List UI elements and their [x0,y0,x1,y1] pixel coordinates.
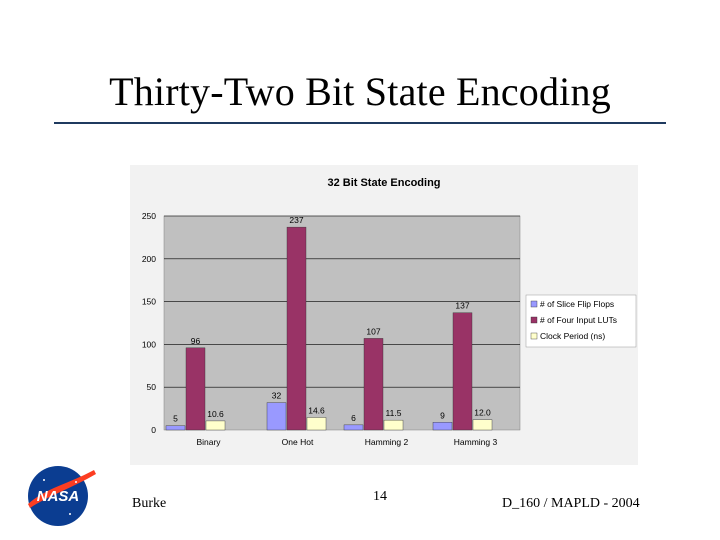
bar-value-label: 6 [351,413,356,423]
bar-luts [363,338,384,431]
legend-swatch-luts [530,316,538,324]
x-tick-label: Hamming 2 [365,437,409,447]
footer-author: Burke [132,496,167,511]
bar-clock [205,420,226,431]
bar-flip-flops [432,422,453,431]
bar-clock [383,419,404,431]
footer-reference: D_160 / MAPLD - 2004 [502,496,640,511]
legend-label-clock: Clock Period (ns) [540,331,605,341]
y-axis-ticks: 0 50 100 150 200 250 [142,211,156,435]
bar-value-label: 107 [366,326,380,336]
bar-value-label: 14.6 [308,406,325,416]
x-tick-label: Hamming 3 [454,437,498,447]
bar-value-label: 137 [455,301,469,311]
page-number: 14 [373,489,387,504]
slide-title: Thirty-Two Bit State Encoding [109,69,611,114]
legend-box [525,294,637,348]
chart-title: 32 Bit State Encoding [327,177,440,189]
legend-swatch-flip-flops [530,300,538,308]
bar-flip-flops [165,425,186,431]
bar-value-label: 96 [191,336,201,346]
bar-flip-flops [266,402,287,431]
bar-value-label: 9 [440,410,445,420]
bar-value-label: 32 [272,391,282,401]
bars [165,226,493,431]
x-tick-label: One Hot [282,437,314,447]
title-divider [54,122,666,124]
legend-swatch-clock [530,332,538,340]
bar-value-label: 10.6 [207,409,224,419]
x-tick-label: Binary [196,437,221,447]
bar-value-label: 5 [173,414,178,424]
bar-luts [185,347,206,431]
y-tick-label: 50 [147,382,157,392]
bar-clock [306,417,327,431]
y-tick-label: 200 [142,254,156,264]
y-tick-label: 100 [142,339,156,349]
bar-luts [286,226,307,431]
bar-value-label: 12.0 [474,408,491,418]
bar-chart: 32 Bit State Encoding 0 50 100 150 200 250 5 9… [130,165,638,465]
y-tick-label: 250 [142,211,156,221]
legend-label-flip-flops: # of Slice Flip Flops [540,299,614,309]
bar-clock [472,419,493,431]
nasa-logo-text: NASA [37,488,80,505]
bar-value-labels: 5 96 10.6 32 237 14.6 6 107 11.5 9 137 12.0 [173,215,491,424]
bar-value-label: 237 [289,215,303,225]
nasa-logo: NASA [22,458,98,539]
bar-value-label: 11.5 [386,408,402,418]
y-tick-label: 0 [151,425,156,435]
y-tick-label: 150 [142,297,156,307]
x-axis-ticks: Binary One Hot Hamming 2 Hamming 3 [196,437,497,447]
bar-luts [452,312,473,431]
bar-flip-flops [343,424,364,431]
legend: # of Slice Flip Flops # of Four Input LU… [525,294,637,348]
legend-label-luts: # of Four Input LUTs [540,315,617,325]
